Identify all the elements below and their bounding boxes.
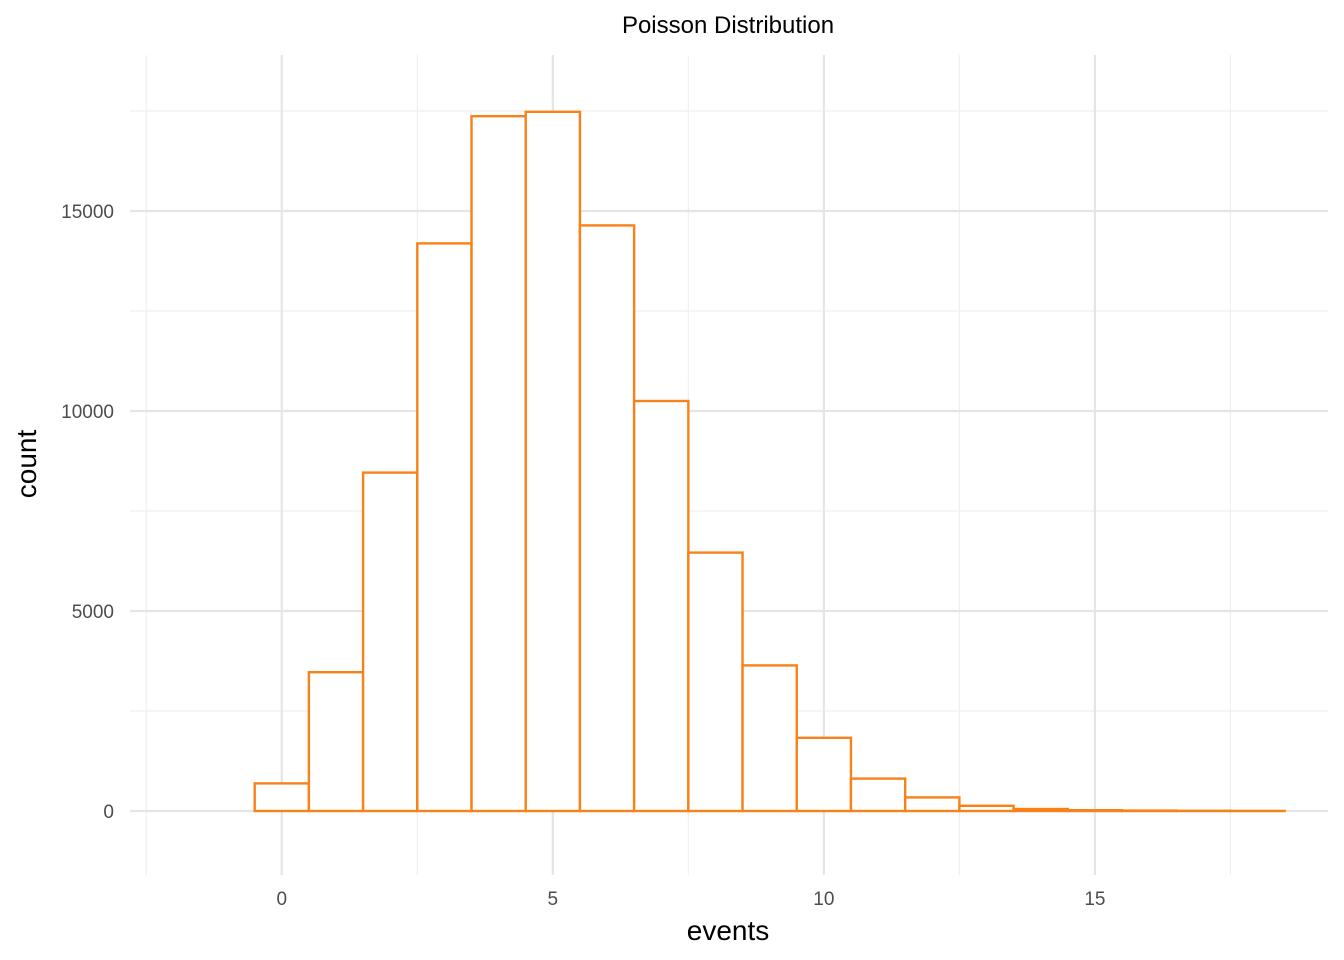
- histogram-bar: [253, 782, 311, 813]
- histogram-bar: [470, 114, 527, 813]
- y-tick-label: 5000: [72, 602, 114, 623]
- histogram-bar: [307, 671, 365, 813]
- histogram-bar: [903, 796, 961, 813]
- y-tick-label: 15000: [61, 202, 114, 223]
- histogram-bar: [741, 664, 798, 813]
- x-axis-label: events: [687, 915, 770, 946]
- bars: [253, 110, 1286, 813]
- y-axis-label: count: [11, 430, 42, 499]
- x-tick-label: 5: [548, 889, 559, 910]
- x-tick-label: 15: [1084, 889, 1105, 910]
- histogram-bar: [1066, 809, 1124, 813]
- histogram-bar: [416, 242, 473, 813]
- histogram-bar: [361, 471, 419, 813]
- y-tick-label: 0: [103, 802, 114, 823]
- histogram-bar: [578, 224, 636, 813]
- tick-labels: 0 5 10 15 0 5000 10000 15000: [61, 202, 1105, 910]
- histogram-bar: [524, 110, 582, 813]
- histogram-bar: [1012, 807, 1070, 813]
- histogram-bar: [849, 777, 907, 813]
- histogram-bar: [958, 804, 1015, 813]
- histogram-bar: [795, 736, 853, 813]
- histogram-bar: [687, 551, 744, 813]
- x-tick-label: 10: [813, 889, 834, 910]
- chart-title: Poisson Distribution: [622, 12, 834, 39]
- x-tick-label: 0: [276, 889, 287, 910]
- histogram-bar: [632, 399, 690, 813]
- y-tick-label: 10000: [61, 402, 114, 423]
